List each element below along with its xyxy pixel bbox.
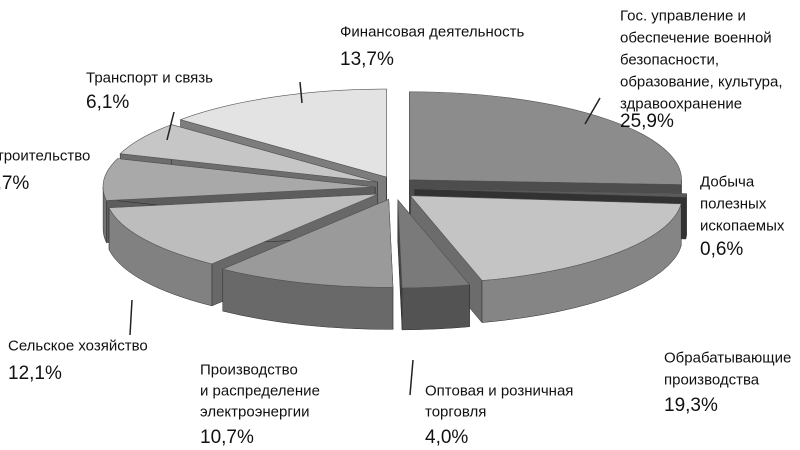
slice-top <box>414 188 687 198</box>
value-label: 19,3% <box>664 395 718 416</box>
slice-top <box>409 91 682 185</box>
category-label: Гос. управление и <box>620 7 746 24</box>
category-label: Производство <box>200 361 298 378</box>
category-label: здравоохранение <box>620 95 742 112</box>
category-label: обеспечение военной <box>620 29 772 46</box>
category-label: торговля <box>425 403 486 420</box>
category-label: Финансовая деятельность <box>340 23 524 40</box>
category-label: Транспорт и связь <box>86 69 213 86</box>
category-label: электроэнергии <box>200 403 310 420</box>
category-label: образование, культура, <box>620 73 783 90</box>
labels: Гос. управление и обеспечение военной безо… <box>0 7 791 447</box>
category-label: ископаемых <box>700 217 785 234</box>
category-label: Строительство <box>0 147 90 164</box>
category-label: Добыча <box>700 173 755 190</box>
value-label: 25,9% <box>620 111 674 132</box>
slice-top <box>108 193 378 265</box>
leader-line <box>166 111 175 141</box>
value-label: 4,0% <box>425 427 468 448</box>
leader-line <box>299 81 303 104</box>
slice-top <box>397 199 471 289</box>
slice-top <box>221 198 394 288</box>
slice-wall <box>401 284 470 331</box>
category-label: и распределение <box>200 382 320 399</box>
slice-top <box>102 158 376 201</box>
leader-line <box>584 97 601 125</box>
value-label: 6,1% <box>86 92 129 113</box>
category-label: полезных <box>700 195 767 212</box>
leader-line <box>409 359 414 396</box>
category-label: Обрабатывающие <box>664 349 791 366</box>
value-label: 13,7% <box>340 49 394 70</box>
leader-line <box>129 299 133 336</box>
slice <box>221 198 394 330</box>
slice <box>397 199 471 331</box>
pie <box>102 88 687 331</box>
slice-top <box>409 195 682 281</box>
category-label: Сельское хозяйство <box>8 337 148 354</box>
value-label: 0,6% <box>700 239 743 260</box>
slice-wall <box>685 193 687 240</box>
category-label: безопасности, <box>620 51 719 68</box>
value-label: 7,7% <box>0 173 29 194</box>
value-label: 12,1% <box>8 363 62 384</box>
slice-top <box>179 88 387 178</box>
category-label: Оптовая и розничная <box>425 382 573 399</box>
category-label: производства <box>664 371 760 388</box>
value-label: 10,7% <box>200 427 254 448</box>
